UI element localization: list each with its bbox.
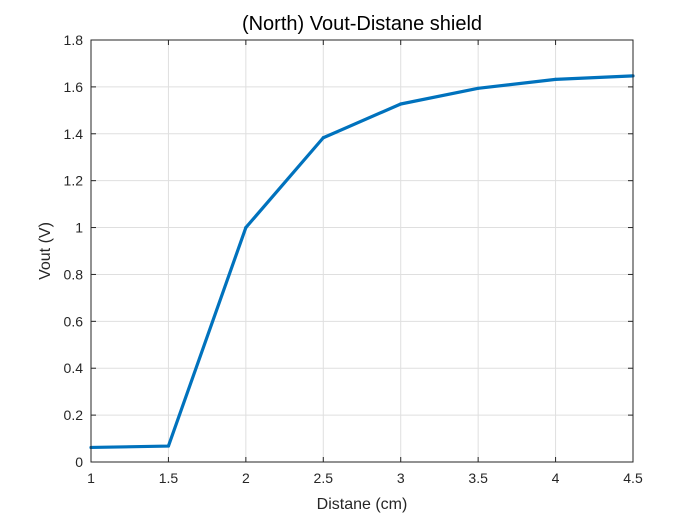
y-tick-label: 0.8 — [64, 266, 84, 282]
y-tick-label: 0 — [75, 454, 83, 470]
chart-title: (North) Vout-Distane shield — [242, 13, 482, 35]
x-tick-label: 3.5 — [468, 470, 488, 486]
y-tick-label: 0.4 — [64, 360, 84, 376]
y-tick-label: 0.2 — [64, 407, 84, 423]
data-point — [399, 102, 402, 105]
data-point — [244, 226, 247, 229]
y-tick-label: 1.8 — [64, 32, 84, 48]
y-axis-label: Vout (V) — [37, 222, 54, 280]
y-tick-label: 1 — [75, 220, 83, 236]
data-point — [554, 78, 557, 81]
data-point — [322, 136, 325, 139]
data-point — [477, 87, 480, 90]
x-tick-label: 3 — [397, 470, 405, 486]
x-tick-label: 2.5 — [314, 470, 334, 486]
y-tick-label: 1.4 — [64, 126, 84, 142]
x-tick-label: 4 — [552, 470, 560, 486]
plot-area — [91, 40, 633, 462]
x-tick-label: 2 — [242, 470, 250, 486]
x-tick-label: 4.5 — [623, 470, 643, 486]
y-tick-label: 1.2 — [64, 173, 84, 189]
y-tick-label: 1.6 — [64, 79, 84, 95]
data-point — [167, 444, 170, 447]
x-tick-label: 1.5 — [159, 470, 179, 486]
x-axis-label: Distane (cm) — [317, 496, 408, 513]
x-tick-label: 1 — [87, 470, 95, 486]
y-tick-label: 0.6 — [64, 313, 84, 329]
